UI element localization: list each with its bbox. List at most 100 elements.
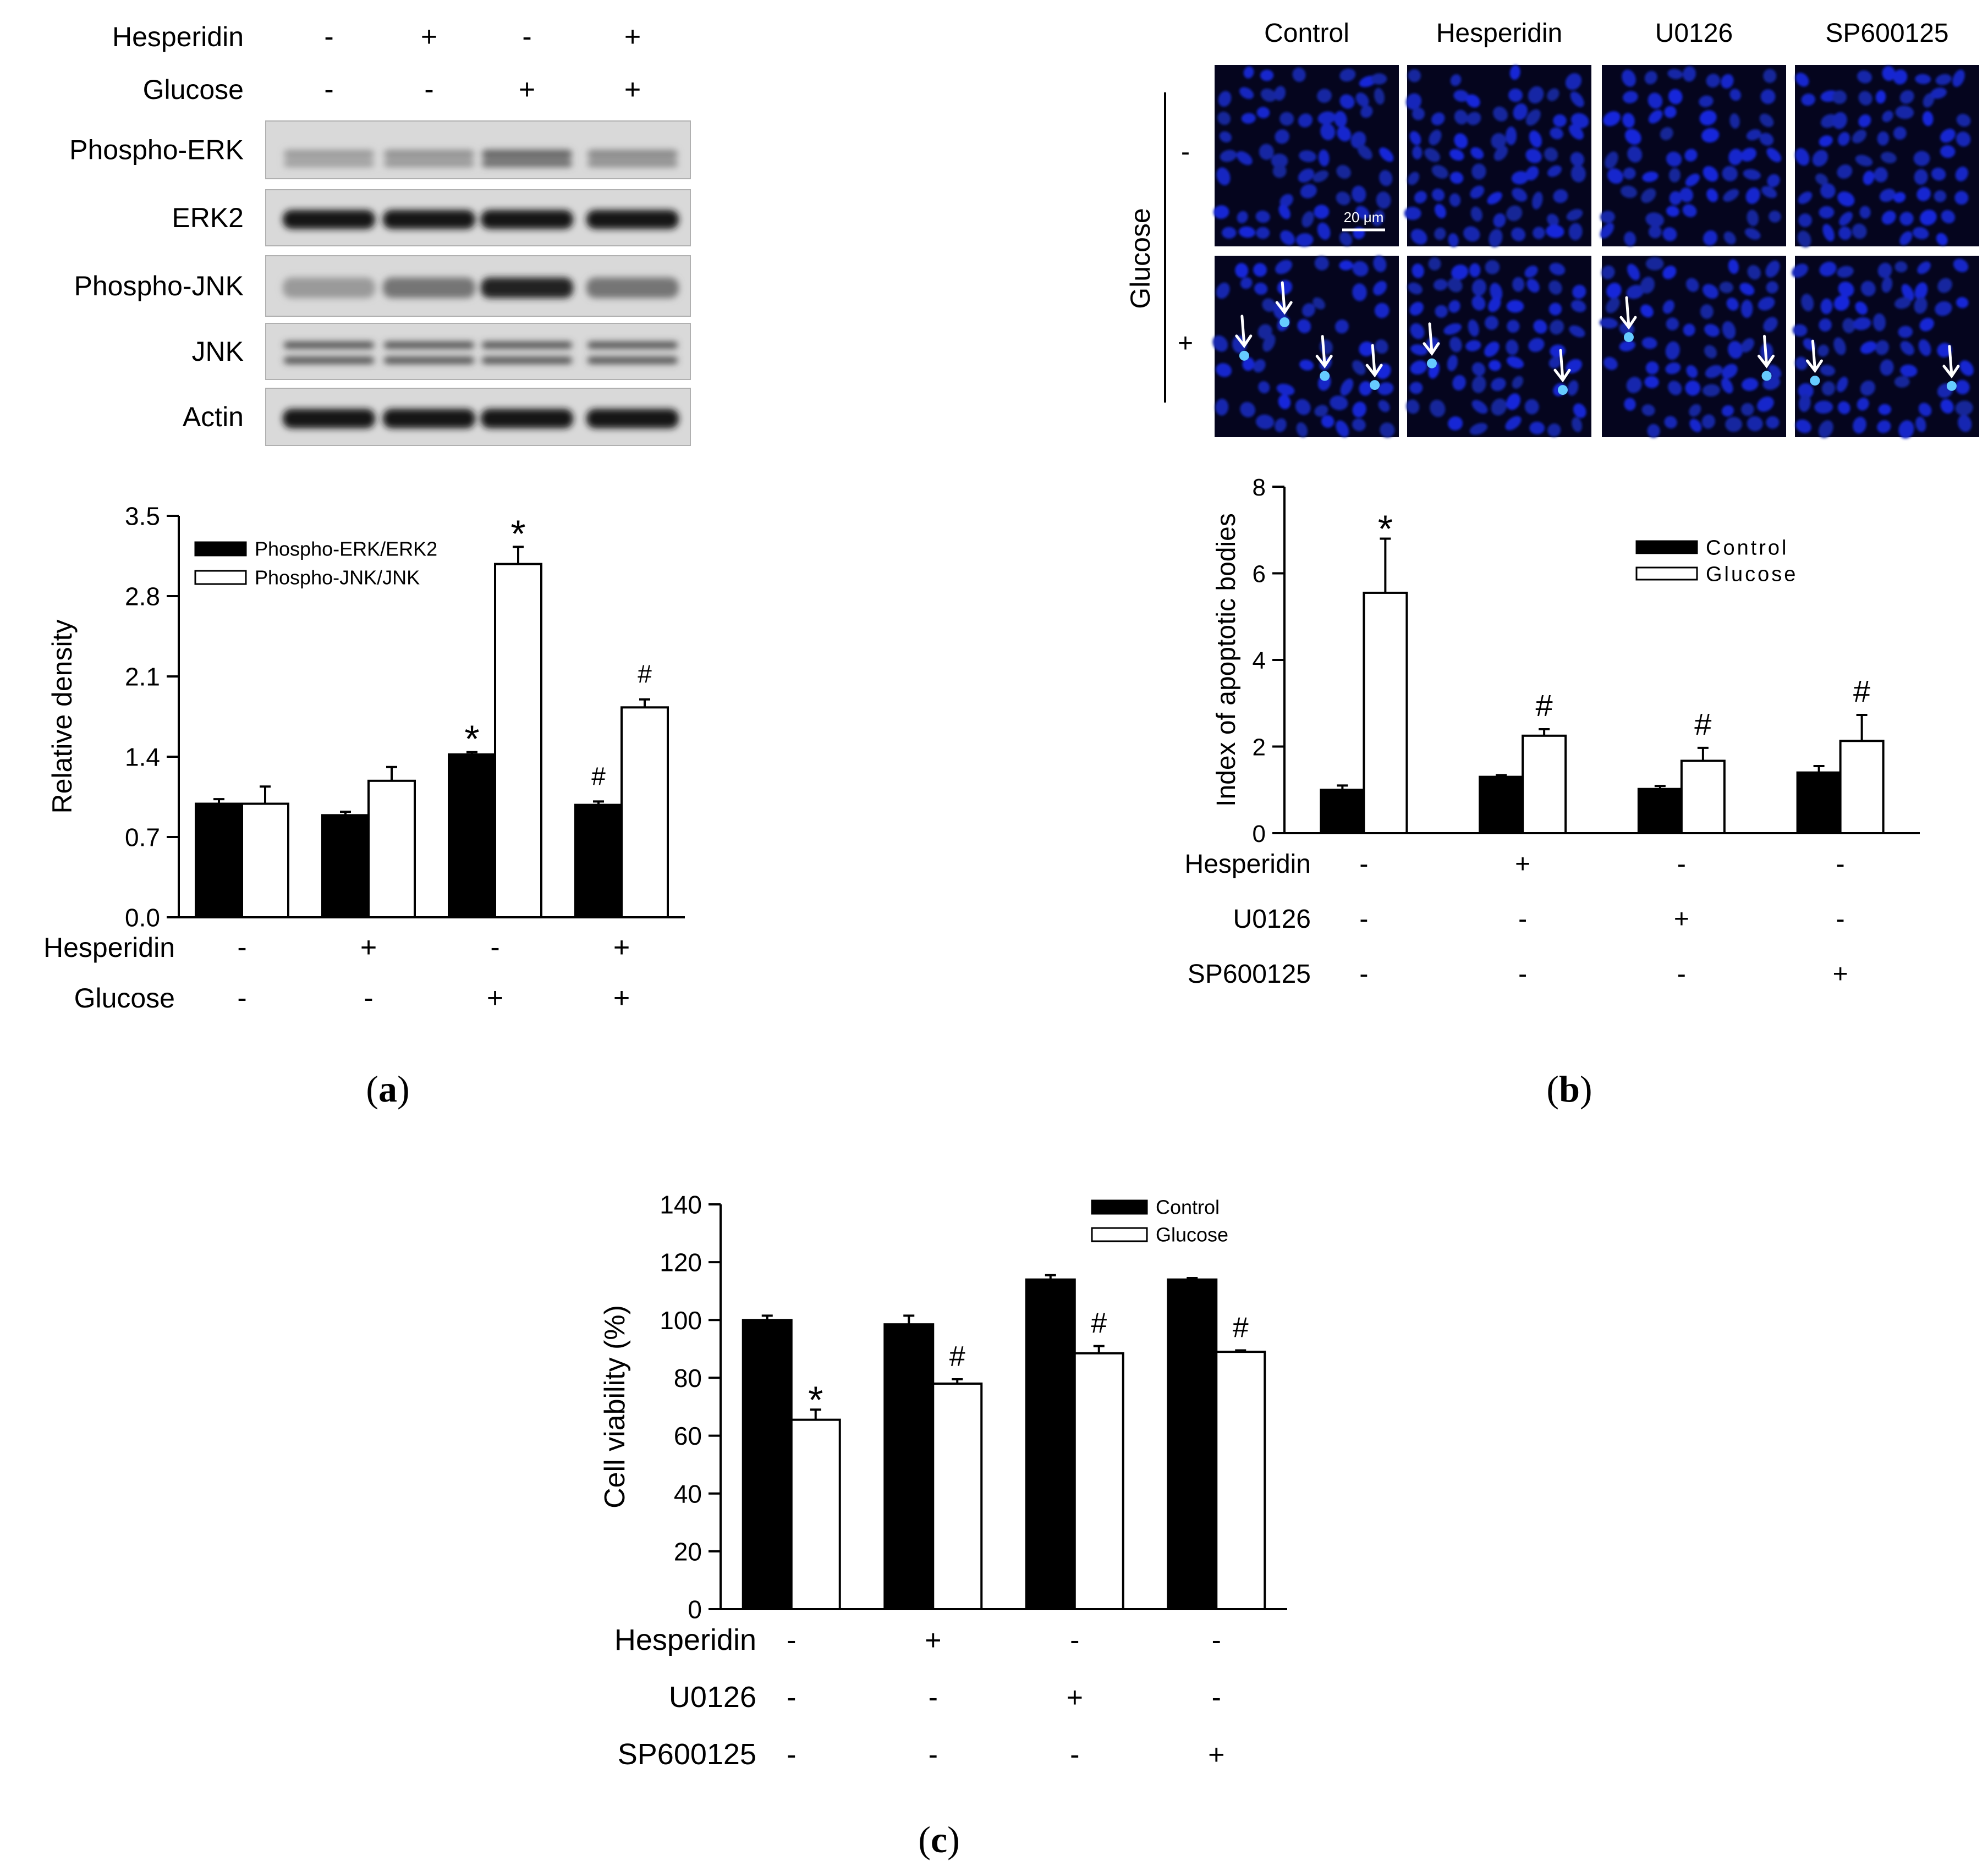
nucleus (1509, 65, 1520, 80)
arrow-shaft (1559, 349, 1564, 381)
treatment-sign: - (1518, 960, 1527, 989)
nucleus (1410, 344, 1427, 356)
nucleus (1216, 282, 1230, 299)
bar-glucose (1680, 759, 1726, 835)
nucleus (1644, 70, 1657, 85)
nucleus (1685, 173, 1700, 186)
blot-band (384, 342, 474, 349)
arrow-icon (1942, 345, 1960, 379)
nucleus (1312, 297, 1326, 310)
arrow-head (1619, 316, 1637, 330)
legend-swatch (194, 570, 247, 585)
nucleus (1318, 149, 1330, 167)
nucleus (1547, 423, 1561, 437)
nucleus (1606, 283, 1622, 299)
nucleus (1550, 127, 1563, 140)
nucleus (1913, 151, 1930, 166)
nucleus (1915, 416, 1926, 432)
nucleus (1378, 400, 1390, 412)
nucleus (1277, 280, 1293, 295)
arrow-shaft (1625, 296, 1630, 328)
y-tick-label: 1.4 (125, 743, 160, 772)
nucleus (1645, 212, 1665, 227)
apoptotic-body (1320, 371, 1330, 381)
nucleus (1667, 69, 1683, 79)
nucleus (1222, 227, 1237, 239)
treatment-sign: - (1212, 1625, 1221, 1656)
y-tick-label: 100 (660, 1306, 702, 1335)
nucleus (1553, 114, 1567, 127)
nucleus (1820, 298, 1833, 315)
nucleus (1447, 355, 1458, 371)
treatment-sign: + (1674, 905, 1689, 934)
nucleus (1746, 129, 1761, 141)
blot-bands (283, 409, 679, 428)
treatment-sign: - (237, 982, 246, 1014)
nucleus (1330, 395, 1348, 410)
treatment-sign: - (324, 74, 333, 106)
nucleus (1448, 416, 1463, 431)
nucleus (1528, 338, 1545, 353)
nucleus (1899, 212, 1914, 226)
bar-control (883, 1323, 935, 1610)
nucleus (1875, 340, 1889, 355)
nucleus (1839, 212, 1853, 226)
nucleus (1899, 90, 1914, 104)
micrograph-grid: Control Hesperidin U0126 SP600125 Glucose - +2… (1125, 19, 1979, 439)
blot-band (284, 357, 374, 364)
bar-phospho-erk-erk2 (574, 803, 623, 918)
nucleus (1893, 126, 1907, 140)
treatment-sign: - (364, 982, 373, 1014)
nucleus (1544, 147, 1558, 162)
nucleus (1336, 191, 1350, 206)
nucleus (1312, 170, 1329, 183)
blot-band (284, 342, 374, 349)
blot-row-label: ERK2 (172, 202, 244, 233)
nucleus (1881, 277, 1893, 293)
bar-phospho-jnk-jnk (494, 563, 542, 918)
apoptotic-body (1946, 381, 1957, 391)
nucleus (1798, 383, 1814, 399)
y-axis-label: Index of apoptotic bodies (1212, 513, 1241, 807)
nucleus (1256, 227, 1270, 239)
nucleus (1895, 106, 1914, 119)
nucleus (1857, 70, 1872, 84)
nucleus (1662, 266, 1677, 279)
nucleus (1769, 210, 1781, 223)
nucleus (1700, 304, 1714, 319)
nucleus (1430, 399, 1446, 417)
nucleus (1237, 211, 1248, 224)
nucleus (1640, 277, 1655, 294)
nucleus (1797, 230, 1811, 247)
nucleus (1374, 87, 1385, 105)
nucleus (1833, 337, 1846, 355)
nucleus (1550, 320, 1564, 335)
arrow-icon (1275, 281, 1293, 315)
nucleus (1453, 90, 1469, 102)
nucleus (1765, 260, 1780, 278)
treatment-sign: + (925, 1625, 941, 1656)
significance-star: * (464, 718, 479, 761)
nucleus (1242, 357, 1255, 371)
nucleus (1491, 398, 1507, 416)
nucleus (1814, 400, 1833, 414)
bar-phospho-jnk-jnk (367, 779, 416, 919)
apoptotic-body (1279, 317, 1290, 327)
nucleus (1513, 103, 1528, 120)
nucleus (1443, 323, 1462, 335)
nucleus (1645, 257, 1664, 271)
treatment-sign: - (1359, 960, 1368, 989)
nucleus (1640, 304, 1654, 318)
nucleus (1872, 313, 1886, 332)
nucleus (1833, 295, 1850, 311)
treatment-sign: - (787, 1739, 796, 1771)
nucleus (1940, 145, 1956, 158)
nucleus (1278, 394, 1291, 410)
nucleus (1761, 186, 1777, 199)
blot-band (482, 357, 572, 364)
blot-band (587, 160, 678, 167)
blot-strip (265, 323, 691, 380)
nucleus (1548, 356, 1561, 369)
nucleus (1297, 319, 1311, 333)
